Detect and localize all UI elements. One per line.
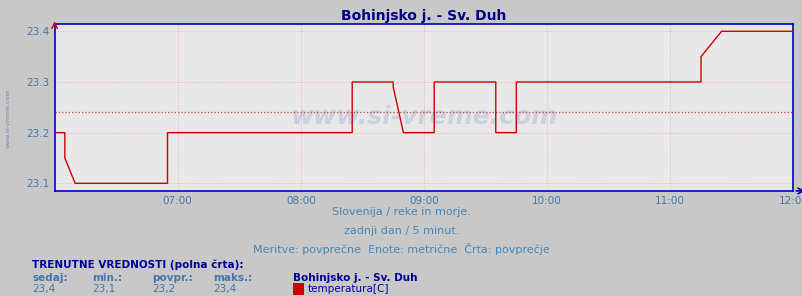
Text: TRENUTNE VREDNOSTI (polna črta):: TRENUTNE VREDNOSTI (polna črta): — [32, 259, 243, 270]
Text: maks.:: maks.: — [213, 273, 252, 283]
Text: www.si-vreme.com: www.si-vreme.com — [290, 105, 557, 129]
Text: temperatura[C]: temperatura[C] — [307, 284, 388, 295]
Text: Meritve: povprečne  Enote: metrične  Črta: povprečje: Meritve: povprečne Enote: metrične Črta:… — [253, 243, 549, 255]
Text: zadnji dan / 5 minut.: zadnji dan / 5 minut. — [343, 226, 459, 236]
Text: 23,2: 23,2 — [152, 284, 176, 295]
Text: 23,4: 23,4 — [32, 284, 55, 295]
Text: sedaj:: sedaj: — [32, 273, 67, 283]
Text: Slovenija / reke in morje.: Slovenija / reke in morje. — [332, 207, 470, 217]
Title: Bohinjsko j. - Sv. Duh: Bohinjsko j. - Sv. Duh — [341, 9, 506, 22]
Text: www.si-vreme.com: www.si-vreme.com — [6, 89, 10, 148]
Text: povpr.:: povpr.: — [152, 273, 193, 283]
Text: 23,4: 23,4 — [213, 284, 236, 295]
Text: Bohinjsko j. - Sv. Duh: Bohinjsko j. - Sv. Duh — [293, 273, 417, 283]
Text: min.:: min.: — [92, 273, 122, 283]
Text: 23,1: 23,1 — [92, 284, 115, 295]
